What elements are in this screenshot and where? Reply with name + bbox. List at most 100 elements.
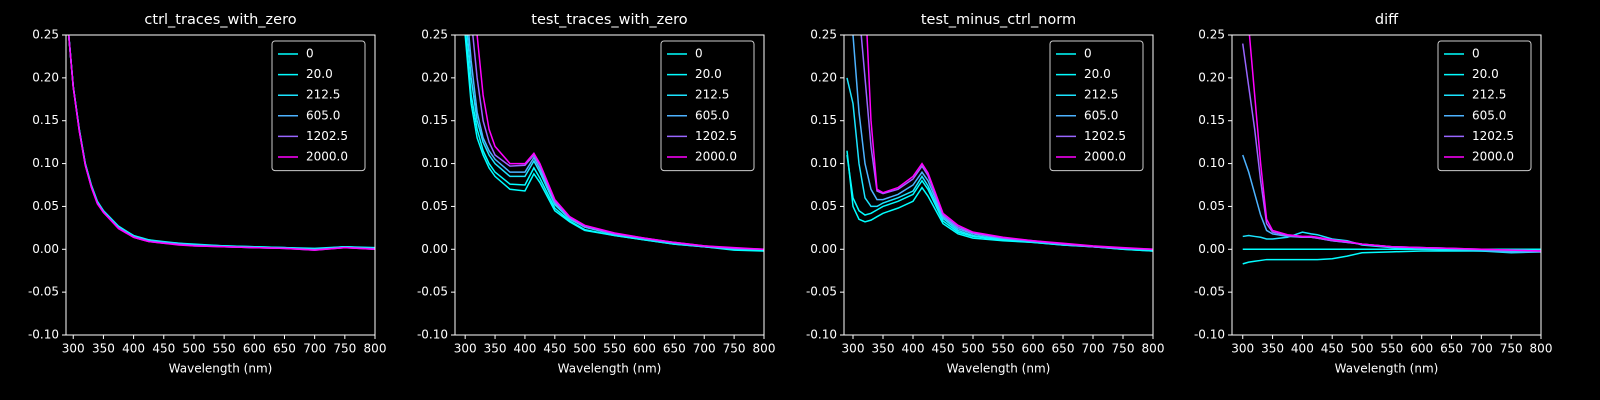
y-tick-label: -0.05 — [1194, 285, 1225, 299]
x-axis-label: Wavelength (nm) — [169, 362, 273, 376]
x-tick-label: 450 — [1321, 342, 1344, 356]
legend-label: 20.0 — [695, 67, 722, 81]
x-tick-label: 400 — [122, 342, 145, 356]
y-tick-label: 0.20 — [810, 70, 837, 84]
axes-frame — [454, 34, 765, 336]
legend: 0 20.0 212.5 605.0 1202.5 2000.0 — [1437, 40, 1532, 172]
y-tick-label: 0.15 — [32, 113, 59, 127]
y-tick-label: 0.10 — [32, 156, 59, 170]
x-tick-label: 350 — [872, 342, 895, 356]
subplot: test_minus_ctrl_norm Wavelength (nm) 300 35… — [806, 12, 1165, 376]
data-line — [67, 35, 375, 251]
x-tick-label: 350 — [484, 342, 507, 356]
legend-label: 605.0 — [1472, 108, 1506, 122]
legend-label: 2000.0 — [695, 150, 737, 164]
axes-frame — [843, 34, 1154, 336]
x-axis-label: Wavelength (nm) — [558, 362, 662, 376]
y-tick-label: 0.00 — [421, 242, 448, 256]
y-tick-label: 0.15 — [810, 113, 837, 127]
x-tick-label: 700 — [303, 342, 326, 356]
x-tick-label: 650 — [273, 342, 296, 356]
chart-title: test_minus_ctrl_norm — [921, 12, 1076, 28]
y-tick-label: -0.10 — [417, 328, 448, 342]
x-tick-label: 750 — [333, 342, 356, 356]
y-tick-label: 0.00 — [32, 242, 59, 256]
legend-label: 0 — [695, 47, 703, 61]
legend-label: 605.0 — [1084, 108, 1118, 122]
legend-label: 605.0 — [306, 108, 340, 122]
x-tick-label: 300 — [842, 342, 865, 356]
legend-label: 2000.0 — [306, 150, 348, 164]
y-tick-label: 0.25 — [421, 28, 448, 42]
plot-lines — [67, 35, 375, 251]
legend-box — [1437, 40, 1532, 172]
plot-lines — [846, 35, 1153, 252]
x-tick-label: 600 — [633, 342, 656, 356]
y-tick-label: 0.10 — [1198, 156, 1225, 170]
y-tick-label: -0.10 — [28, 328, 59, 342]
data-line — [468, 35, 764, 251]
chart-title: diff — [1375, 12, 1399, 28]
data-line — [476, 35, 764, 251]
y-tick-label: 0.25 — [1198, 28, 1225, 42]
legend-label: 212.5 — [695, 88, 729, 102]
x-tick-label: 600 — [1022, 342, 1045, 356]
x-tick-label: 700 — [693, 342, 716, 356]
y-tick-label: 0.15 — [421, 113, 448, 127]
plot-lines — [464, 35, 764, 252]
x-tick-label: 650 — [663, 342, 686, 356]
x-tick-label: 450 — [543, 342, 566, 356]
legend-label: 1202.5 — [695, 129, 737, 143]
legend-label: 0 — [306, 47, 314, 61]
y-tick-label: 0.20 — [421, 70, 448, 84]
x-tick-label: 450 — [932, 342, 955, 356]
data-line — [1242, 231, 1541, 254]
legend: 0 20.0 212.5 605.0 1202.5 2000.0 — [660, 40, 755, 172]
legend-box — [271, 40, 366, 172]
x-tick-label: 300 — [1231, 342, 1254, 356]
legend-box — [1049, 40, 1144, 172]
x-tick-label: 800 — [364, 342, 387, 356]
legend-label: 20.0 — [1472, 67, 1499, 81]
y-tick-label: 0.10 — [421, 156, 448, 170]
data-line — [465, 35, 764, 251]
x-tick-label: 300 — [454, 342, 477, 356]
legend-label: 1202.5 — [306, 129, 348, 143]
x-tick-label: 700 — [1082, 342, 1105, 356]
x-tick-label: 500 — [1351, 342, 1374, 356]
x-tick-label: 600 — [1410, 342, 1433, 356]
x-tick-label: 800 — [753, 342, 776, 356]
y-tick-label: 0.05 — [421, 199, 448, 213]
x-tick-label: 750 — [723, 342, 746, 356]
x-tick-label: 350 — [92, 342, 115, 356]
x-tick-label: 500 — [962, 342, 985, 356]
legend-label: 2000.0 — [1084, 150, 1126, 164]
y-tick-label: 0.10 — [810, 156, 837, 170]
data-line — [846, 154, 1153, 252]
y-tick-label: -0.10 — [1194, 328, 1225, 342]
x-tick-label: 500 — [573, 342, 596, 356]
chart-title: test_traces_with_zero — [531, 12, 688, 28]
x-tick-label: 600 — [243, 342, 266, 356]
legend-label: 212.5 — [1084, 88, 1118, 102]
y-tick-label: -0.05 — [28, 285, 59, 299]
y-tick-label: 0.00 — [1198, 242, 1225, 256]
x-tick-label: 800 — [1530, 342, 1553, 356]
plot-lines — [1241, 35, 1541, 265]
x-tick-label: 650 — [1052, 342, 1075, 356]
legend-label: 605.0 — [695, 108, 729, 122]
legend-label: 212.5 — [306, 88, 340, 102]
x-tick-label: 550 — [1380, 342, 1403, 356]
x-tick-label: 550 — [213, 342, 236, 356]
y-tick-label: 0.15 — [1198, 113, 1225, 127]
x-tick-label: 800 — [1142, 342, 1165, 356]
x-tick-label: 450 — [152, 342, 175, 356]
x-tick-label: 500 — [182, 342, 205, 356]
x-tick-label: 550 — [603, 342, 626, 356]
x-tick-label: 400 — [513, 342, 536, 356]
x-axis-label: Wavelength (nm) — [1335, 362, 1439, 376]
axes-frame — [65, 34, 376, 336]
x-tick-label: 400 — [902, 342, 925, 356]
legend-label: 0 — [1084, 47, 1092, 61]
